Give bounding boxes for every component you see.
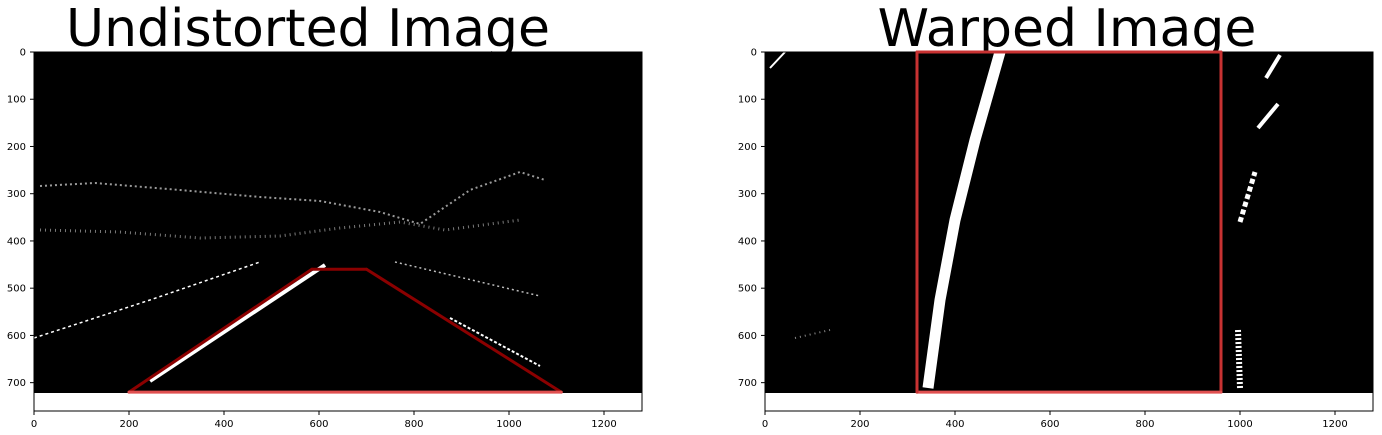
undistorted-blank-band <box>34 393 642 411</box>
undistorted-image-panel: Undistorted Image 0 200 400 600 800 1000 1200 … <box>7 0 643 430</box>
warped-x-tick-label: 600 <box>1040 419 1059 430</box>
undistorted-image <box>34 52 642 393</box>
warped-y-axis: 0 100 200 300 400 500 600 700 <box>738 48 765 389</box>
warped-x-axis: 0 200 400 600 800 1000 1200 <box>762 411 1348 430</box>
undistorted-overlay-edge <box>127 267 314 394</box>
undistorted-y-tick-label: 500 <box>7 284 26 295</box>
warped-blank-band <box>765 393 1373 411</box>
warped-y-tick-label: 600 <box>738 331 757 342</box>
warped-destination-rectangle <box>915 50 1223 394</box>
warped-x-tick-label: 0 <box>762 419 768 430</box>
undistorted-x-tick-label: 0 <box>31 419 37 430</box>
undistorted-y-tick-label: 300 <box>7 189 26 200</box>
warped-y-tick-label: 200 <box>738 142 757 153</box>
warped-x-tick-label: 800 <box>1135 419 1154 430</box>
warped-x-tick-label: 1000 <box>1227 419 1252 430</box>
warped-x-tick-label: 200 <box>850 419 869 430</box>
undistorted-x-tick-label: 400 <box>214 419 233 430</box>
undistorted-y-tick-label: 400 <box>7 236 26 247</box>
warped-lane-noise <box>769 50 1282 389</box>
warped-y-tick-label: 100 <box>738 95 757 106</box>
undistorted-x-tick-label: 1200 <box>591 419 616 430</box>
undistorted-overlay-edge <box>365 267 563 394</box>
warped-image-panel: Warped Image 0 200 400 600 800 1000 1200 0 100 2… <box>738 0 1374 430</box>
warped-title: Warped Image <box>878 0 1257 59</box>
undistorted-x-axis: 0 200 400 600 800 1000 1200 <box>31 411 617 430</box>
undistorted-axes-frame <box>33 51 643 412</box>
undistorted-title: Undistorted Image <box>66 0 550 59</box>
warped-y-tick-label: 300 <box>738 189 757 200</box>
undistorted-y-axis: 0 100 200 300 400 500 600 700 <box>7 48 34 389</box>
warped-y-tick-label: 0 <box>751 48 757 59</box>
warped-y-tick-label: 700 <box>738 378 757 389</box>
warped-image <box>765 52 1373 393</box>
undistorted-x-tick-label: 200 <box>119 419 138 430</box>
warped-y-tick-label: 400 <box>738 236 757 247</box>
undistorted-lane-noise <box>33 170 546 383</box>
warped-x-tick-label: 400 <box>945 419 964 430</box>
undistorted-y-tick-label: 600 <box>7 331 26 342</box>
undistorted-y-tick-label: 700 <box>7 378 26 389</box>
undistorted-x-tick-label: 600 <box>309 419 328 430</box>
warped-x-tick-label: 1200 <box>1322 419 1347 430</box>
undistorted-source-polygon <box>127 267 563 394</box>
undistorted-x-tick-label: 1000 <box>496 419 521 430</box>
undistorted-y-tick-label: 200 <box>7 142 26 153</box>
undistorted-y-tick-label: 100 <box>7 95 26 106</box>
undistorted-x-tick-label: 800 <box>404 419 423 430</box>
warped-y-tick-label: 500 <box>738 284 757 295</box>
undistorted-y-tick-label: 0 <box>20 48 26 59</box>
